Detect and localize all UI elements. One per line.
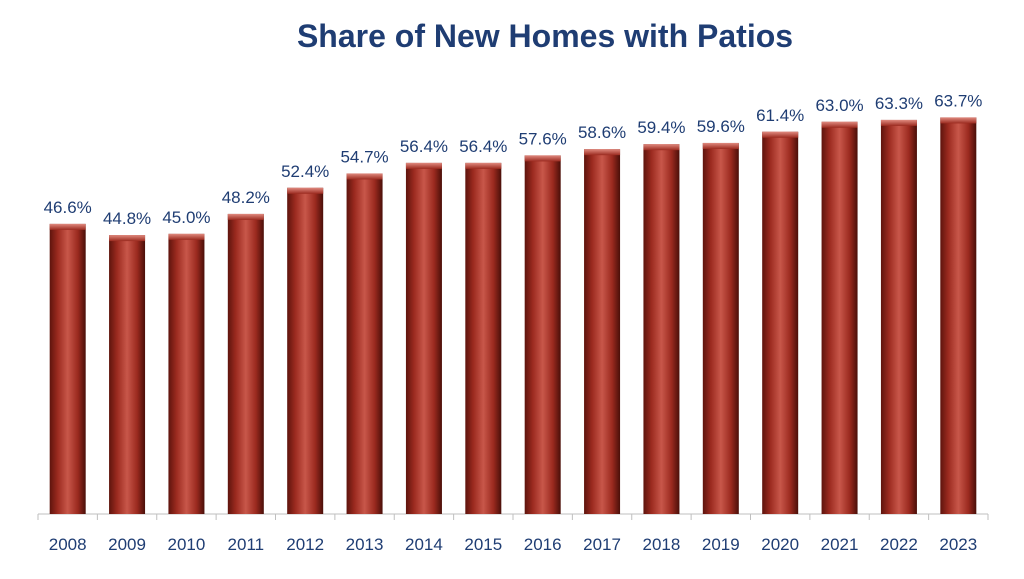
bar-cap [524,155,561,162]
data-label-2020: 61.4% [756,106,804,125]
bar-2013 [346,173,383,514]
bar-cap [643,144,680,151]
x-tick-label-2008: 2008 [49,535,87,554]
data-label-2011: 48.2% [222,188,270,207]
data-label-2021: 63.0% [815,96,863,115]
bar-body [49,223,86,514]
bar-cap [762,131,799,138]
bar-2017 [584,149,621,515]
x-tick-label-2013: 2013 [346,535,384,554]
bar-cap [405,162,442,169]
bar-2009 [109,235,146,515]
bar-2021 [821,121,858,514]
bar-body [465,162,502,515]
x-tick-label-2010: 2010 [168,535,206,554]
bar-body [880,119,917,514]
bar-body [346,173,383,514]
bar-cap [940,117,977,124]
data-label-2014: 56.4% [400,137,448,156]
x-tick-label-2018: 2018 [643,535,681,554]
data-label-2015: 56.4% [459,137,507,156]
bar-cap [584,149,621,156]
bar-cap [702,142,739,149]
bar-body [287,187,324,514]
bar-body [940,117,977,514]
x-tick-label-2022: 2022 [880,535,918,554]
x-tick-label-2009: 2009 [108,535,146,554]
data-label-2019: 59.6% [697,117,745,136]
x-tick-labels: 2008 2009 2010 2011 2012 2013 2014 2015 2016 2017… [37,514,989,554]
bar-cap [109,235,146,242]
bar-body [584,149,621,515]
bar-cap [227,213,264,220]
bar-cap [168,233,205,240]
bar-body [405,162,442,515]
bar-cap [880,119,917,126]
bar-cap [49,223,86,230]
bars [49,117,977,515]
bar-body [702,142,739,514]
x-tick-label-2011: 2011 [228,535,265,554]
bar-2011 [227,213,264,514]
data-label-2018: 59.4% [637,118,685,137]
data-label-2023: 63.7% [934,91,982,110]
data-label-2022: 63.3% [875,94,923,113]
data-label-2009: 44.8% [103,209,151,228]
data-label-2008: 46.6% [44,198,92,217]
x-tick-label-2023: 2023 [939,535,977,554]
bar-cap [346,173,383,180]
bar-cap [821,121,858,128]
bar-2010 [168,233,205,515]
bar-2015 [465,162,502,515]
x-tick-label-2015: 2015 [464,535,502,554]
x-tick-label-2019: 2019 [702,535,740,554]
bar-2022 [880,119,917,514]
bar-body [524,155,561,514]
bar-2016 [524,155,561,514]
bar-2014 [405,162,442,515]
x-tick-label-2016: 2016 [524,535,562,554]
bar-body [168,233,205,515]
bar-2018 [643,144,680,514]
bar-body [762,131,799,515]
x-tick-label-2020: 2020 [761,535,799,554]
chart-title: Share of New Homes with Patios [296,18,794,54]
bar-2023 [940,117,977,514]
bar-body [643,144,680,514]
bar-body [821,121,858,514]
data-label-2017: 58.6% [578,123,626,142]
data-label-2010: 45.0% [162,208,210,227]
bar-2020 [762,131,799,515]
bar-cap [287,187,324,194]
bar-2019 [702,142,739,514]
bar-body [227,213,264,514]
x-tick-label-2014: 2014 [405,535,443,554]
x-tick-label-2021: 2021 [821,535,859,554]
data-labels: 46.6% 44.8% 45.0% 48.2% 52.4% 54.7% 56.4% 56.4%… [44,91,983,228]
bar-2008 [49,223,86,514]
x-tick-label-2012: 2012 [286,535,324,554]
data-label-2012: 52.4% [281,162,329,181]
data-label-2016: 57.6% [519,129,567,148]
data-label-2013: 54.7% [340,147,388,166]
x-tick-label-2017: 2017 [583,535,621,554]
bar-2012 [287,187,324,514]
bar-body [109,235,146,515]
bar-cap [465,162,502,169]
